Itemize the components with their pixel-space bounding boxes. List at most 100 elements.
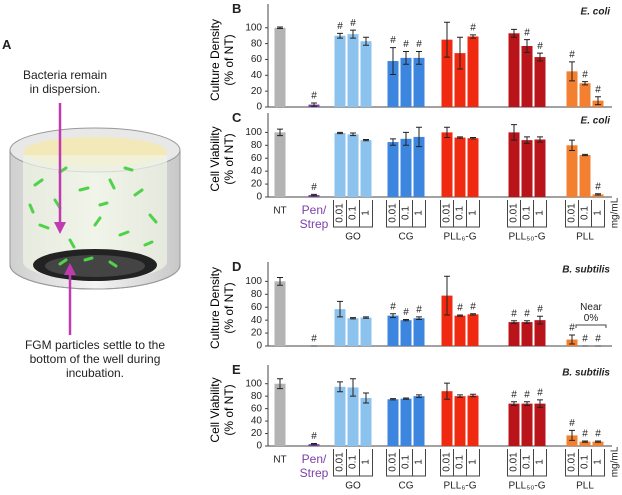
error-bar: [470, 313, 476, 316]
error-bar: [403, 397, 409, 400]
error-bar: [350, 378, 356, 397]
x-tick-label: 0.01: [442, 452, 453, 472]
error-bar: [569, 61, 575, 82]
error-bar: [569, 139, 575, 151]
error-bar: [277, 26, 283, 30]
error-bar: [337, 381, 343, 393]
bar: [387, 61, 399, 107]
annotation: #: [311, 91, 317, 102]
bar: [387, 142, 399, 197]
bar: [274, 383, 286, 446]
annotation: #: [511, 389, 517, 400]
x-tick-label: 1: [593, 459, 604, 465]
annotation: #: [511, 308, 517, 319]
bar: [387, 399, 399, 446]
x-tick-label: 0.01: [442, 203, 453, 223]
error-bar: [363, 392, 369, 404]
bar: [579, 83, 591, 107]
x-tick-label: 0.01: [509, 203, 520, 223]
bar: [454, 53, 466, 107]
error-bar: [350, 132, 356, 137]
annotation: #: [457, 303, 463, 314]
error-bar: [569, 334, 575, 345]
error-bar: [311, 443, 317, 446]
y-tick-label: 60: [251, 54, 263, 65]
bar: [534, 57, 546, 107]
x-tick-label: 0.1: [522, 206, 533, 220]
x-tick-label: NT: [273, 455, 286, 466]
annotation: #: [403, 39, 409, 50]
error-bar: [277, 378, 283, 390]
annotation: #: [524, 389, 530, 400]
annotation: #: [350, 18, 356, 29]
x-tick-label: 0.1: [348, 455, 359, 469]
annotation: #: [582, 429, 588, 440]
y-tick-label: 40: [251, 315, 263, 326]
x-tick-label: 1: [361, 210, 372, 216]
y-tick-label: 60: [251, 153, 263, 164]
annotation: #: [390, 35, 396, 46]
error-bar: [457, 136, 463, 139]
error-bar: [511, 124, 517, 141]
bar: [579, 441, 591, 446]
error-bar: [337, 300, 343, 318]
error-bar: [569, 429, 575, 441]
annotation: #: [524, 308, 530, 319]
x-tick-label: 1: [593, 210, 604, 216]
error-bar: [582, 81, 588, 86]
error-bar: [524, 136, 530, 144]
error-bar: [470, 393, 476, 398]
annotation: #: [470, 301, 476, 312]
x-tick-label: 0.1: [580, 455, 591, 469]
y-tick-label: 100: [245, 127, 262, 138]
error-bar: [595, 440, 601, 443]
y-tick-label: 20: [251, 179, 263, 190]
error-bar: [403, 51, 409, 65]
annotation: #: [470, 23, 476, 34]
error-bar: [511, 401, 517, 406]
bar: [566, 145, 578, 197]
y-tick-label: 60: [251, 403, 263, 414]
y-tick-label: 100: [245, 276, 262, 287]
bar: [334, 133, 346, 197]
group-label: PLL: [576, 232, 594, 243]
unit-label: mg/mL: [610, 446, 621, 477]
bar: [347, 318, 359, 346]
group-label: GO: [345, 481, 361, 492]
error-bar: [582, 440, 588, 443]
bar: [441, 391, 453, 446]
annotation: #: [311, 182, 317, 193]
annotation: #: [390, 301, 396, 312]
annotation: #: [416, 39, 422, 50]
x-tick-label: 1: [361, 459, 372, 465]
error-bar: [457, 36, 463, 70]
annotation: #: [595, 84, 601, 95]
error-bar: [457, 314, 463, 317]
error-bar: [363, 138, 369, 142]
annotation: #: [416, 305, 422, 316]
annotation: #: [595, 181, 601, 192]
y-tick-label: 100: [245, 22, 262, 33]
error-bar: [595, 96, 601, 106]
error-bar: [524, 401, 530, 406]
bar: [441, 295, 453, 346]
error-bar: [470, 34, 476, 39]
x-tick-label: NT: [273, 206, 286, 217]
bar: [347, 134, 359, 197]
y-tick-label: 80: [251, 391, 263, 402]
well-illustration: [9, 103, 181, 335]
bar: [334, 386, 346, 446]
bar: [508, 403, 520, 446]
y-tick-label: 100: [245, 378, 262, 389]
error-bar: [363, 36, 369, 46]
bar: [454, 396, 466, 446]
error-bar: [444, 382, 450, 400]
y-tick-label: 20: [251, 328, 263, 339]
y-tick-label: 20: [251, 86, 263, 97]
error-bar: [337, 32, 343, 39]
chart-title: B. subtilis: [562, 368, 610, 379]
bar: [360, 41, 372, 107]
x-tick-label: 1: [414, 210, 425, 216]
